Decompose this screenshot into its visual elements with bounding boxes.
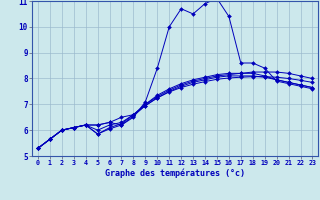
X-axis label: Graphe des températures (°c): Graphe des températures (°c) (105, 169, 245, 178)
